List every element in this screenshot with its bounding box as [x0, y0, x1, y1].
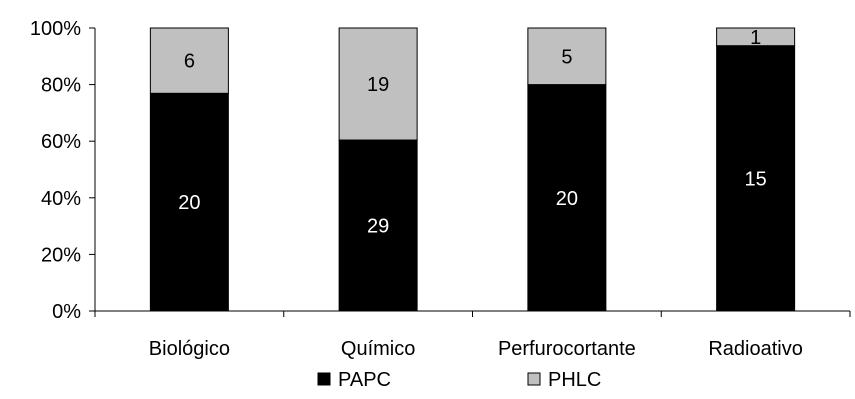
bar-segment-papc — [149, 92, 229, 312]
data-label: 15 — [745, 168, 767, 190]
bar-segment-phlc — [338, 27, 418, 141]
bars: 20 6 29 19 20 5 15 1 — [149, 27, 796, 312]
y-tick-label: 60% — [41, 131, 81, 153]
data-label: 20 — [556, 188, 578, 210]
category-label: Perfurocortante — [498, 338, 636, 360]
y-tick-label: 0% — [52, 301, 81, 323]
bar-segment-papc — [527, 84, 607, 312]
y-axis: 0% 20% 40% 60% 80% 100% — [30, 18, 96, 323]
data-label: 5 — [561, 46, 572, 68]
y-tick-label: 20% — [41, 244, 81, 266]
data-label: 6 — [184, 51, 195, 73]
category-label: Químico — [341, 338, 415, 360]
category-labels: Biológico Químico Perfurocortante Radioativ… — [149, 338, 803, 360]
bar-segment-phlc — [149, 27, 229, 94]
data-label: 19 — [367, 74, 389, 96]
x-axis — [94, 310, 851, 317]
legend-swatch-phlc — [527, 372, 541, 386]
bar-segment-papc — [716, 45, 796, 312]
legend-swatch-papc — [317, 372, 331, 386]
y-tick-label: 80% — [41, 75, 81, 97]
bar-segment-phlc — [527, 27, 607, 86]
data-label: 1 — [750, 27, 761, 49]
legend: PAPC PHLC — [317, 369, 601, 391]
category-label: Radioativo — [708, 338, 803, 360]
y-tick-label: 100% — [30, 18, 81, 40]
data-label: 29 — [367, 216, 389, 238]
category-label: Biológico — [149, 338, 230, 360]
legend-label: PAPC — [338, 369, 391, 391]
bar-segment-phlc — [716, 27, 796, 47]
legend-label: PHLC — [548, 369, 601, 391]
bar-segment-papc — [338, 139, 418, 312]
y-tick-label: 40% — [41, 188, 81, 210]
data-label: 20 — [178, 192, 200, 214]
